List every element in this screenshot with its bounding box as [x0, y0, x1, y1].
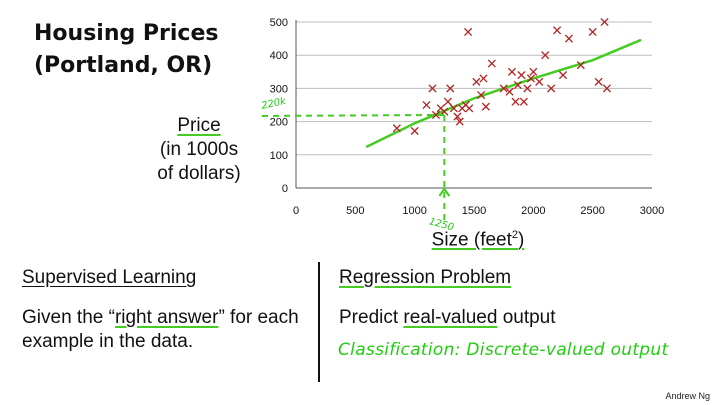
x-tick-label: 2500	[580, 205, 604, 217]
data-point-x-marker	[558, 71, 568, 80]
x-axis-label-close: )	[518, 229, 525, 251]
data-point-x-marker	[576, 61, 585, 70]
housing-scatter-chart: 0 100 200 300 400 500 0 500 1000 1500 2000 2500 3000…	[260, 17, 664, 233]
y-tick-label: 300	[270, 83, 288, 95]
data-point-x-marker	[547, 84, 556, 93]
data-point-x-marker	[553, 26, 562, 35]
data-point-x-marker	[443, 97, 452, 106]
y-axis-label-line-1: Price	[177, 115, 221, 136]
data-point-x-marker	[465, 104, 474, 113]
x-tick-label: 2000	[521, 205, 545, 217]
title-line-2: (Portland, OR)	[34, 53, 213, 78]
y-axis-label-line-2: (in 1000s	[159, 139, 239, 160]
author-credit: Andrew Ng	[665, 391, 710, 401]
x-tick-label: 1000	[402, 205, 426, 217]
classification-handwritten-note: Classification: Discrete-valued output	[338, 340, 669, 360]
data-point-x-marker	[446, 84, 455, 93]
annotation-y-value: 220k	[260, 96, 288, 112]
supervised-learning-section: Supervised Learning Given the “right ans…	[22, 266, 307, 354]
right-text-after: output	[497, 307, 556, 328]
data-point-x-marker	[511, 97, 520, 106]
regression-problem-heading: Regression Problem	[339, 267, 512, 288]
data-point-x-marker	[453, 112, 462, 121]
data-point-x-marker	[505, 87, 514, 96]
x-axis-label: Size (feet2)	[418, 229, 538, 251]
data-point-x-marker	[392, 124, 401, 133]
y-tick-label: 500	[270, 17, 288, 29]
title-line-1: Housing Prices	[34, 21, 219, 46]
data-point-x-marker	[479, 74, 488, 83]
data-point-x-marker	[519, 97, 528, 106]
data-point-x-marker	[529, 67, 538, 76]
data-point-x-marker	[431, 110, 441, 120]
data-point-x-marker	[449, 104, 458, 113]
data-point-x-marker	[594, 77, 603, 86]
data-point-x-marker	[422, 100, 431, 110]
y-tick-label: 400	[270, 50, 288, 62]
x-axis-label-superscript: 2	[511, 229, 519, 241]
data-point-x-marker	[507, 67, 517, 76]
regression-problem-section: Regression Problem Predict real-valued o…	[339, 266, 709, 330]
slide-title: Housing Prices (Portland, OR)	[34, 18, 244, 82]
y-tick-label: 200	[270, 117, 288, 129]
data-point-x-marker	[464, 27, 473, 37]
x-tick-label: 1500	[462, 205, 486, 217]
y-tick-label: 0	[282, 183, 288, 195]
annotation-up-arrow	[438, 187, 451, 197]
left-text-before: Given the “	[22, 307, 115, 328]
data-point-x-marker	[513, 81, 522, 90]
data-point-x-marker	[499, 84, 508, 93]
annotation-horizontal-dashed	[261, 113, 445, 117]
data-point-x-marker	[602, 84, 611, 93]
supervised-learning-heading: Supervised Learning	[22, 267, 197, 288]
real-valued-highlight: real-valued	[403, 307, 498, 328]
column-divider	[318, 262, 320, 382]
data-point-x-marker	[455, 117, 464, 126]
left-text-after: ” for each example in the data.	[22, 307, 299, 352]
data-point-x-marker	[477, 90, 486, 100]
data-point-x-marker	[487, 59, 496, 68]
data-point-x-marker	[564, 34, 573, 43]
x-tick-label: 500	[346, 205, 364, 217]
regression-problem-text: Predict real-valued output	[339, 306, 709, 330]
x-tick-label: 3000	[640, 205, 664, 217]
data-point-x-marker	[526, 74, 536, 83]
data-point-x-marker	[535, 77, 544, 86]
right-answer-highlight: right answer	[114, 307, 219, 328]
x-tick-label: 0	[293, 205, 299, 217]
data-point-x-marker	[410, 126, 419, 135]
data-point-x-marker	[541, 51, 550, 60]
data-point-x-marker	[428, 84, 437, 93]
data-point-x-marker	[517, 71, 526, 80]
supervised-learning-text: Given the “right answer” for each exampl…	[22, 306, 307, 354]
data-point-x-marker	[472, 77, 481, 86]
right-text-before: Predict	[339, 307, 404, 328]
data-point-x-marker	[588, 27, 597, 37]
y-tick-label: 100	[270, 150, 288, 162]
x-axis-label-text: Size (feet	[431, 229, 512, 251]
data-point-x-marker	[523, 84, 532, 93]
data-point-x-marker	[481, 102, 490, 111]
regression-fit-line	[365, 39, 642, 148]
y-axis-label-line-3: of dollars)	[157, 163, 241, 184]
y-axis-label: Price (in 1000s of dollars)	[148, 114, 250, 186]
data-point-x-marker	[600, 17, 609, 27]
